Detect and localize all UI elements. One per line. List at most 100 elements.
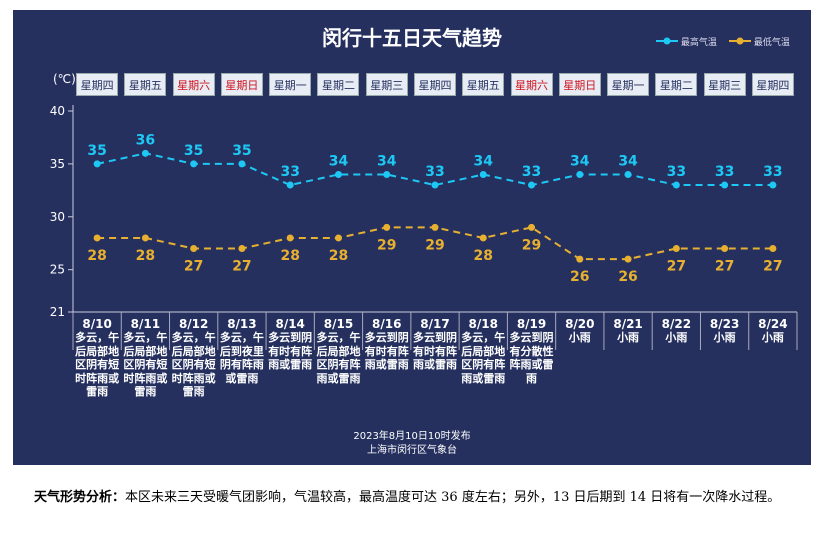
date-label: 8/14 xyxy=(275,317,305,331)
data-label: 36 xyxy=(136,132,155,148)
data-point xyxy=(286,181,294,189)
day-forecast: 8/23 小雨 xyxy=(701,317,749,345)
data-label: 33 xyxy=(667,164,686,180)
weather-text: 多云到阴有时有阵雨或雷雨 xyxy=(364,331,409,371)
weather-text: 多云到阴有时有阵雨或雷雨 xyxy=(268,331,313,371)
weekday-box: 星期六 xyxy=(510,73,553,96)
weekday-box: 星期三 xyxy=(365,73,408,96)
data-label: 33 xyxy=(522,164,541,180)
date-label: 8/17 xyxy=(420,317,450,331)
data-label: 28 xyxy=(280,248,299,264)
data-point xyxy=(93,160,101,168)
data-label: 34 xyxy=(474,153,494,169)
weather-text: 小雨 xyxy=(665,331,688,344)
data-point xyxy=(383,223,391,231)
date-label: 8/24 xyxy=(758,317,788,331)
weather-text: 小雨 xyxy=(568,331,591,344)
day-forecast: 8/22 小雨 xyxy=(652,317,700,345)
weekday-box: 星期日 xyxy=(558,73,601,96)
weekday-box: 星期五 xyxy=(462,73,505,96)
data-label: 34 xyxy=(570,153,590,169)
weather-text: 多云，午后到夜里阴有阵雨或雷雨 xyxy=(219,331,264,385)
data-label: 28 xyxy=(136,248,155,264)
date-label: 8/21 xyxy=(613,317,643,331)
data-point xyxy=(769,181,777,189)
data-point xyxy=(190,245,198,253)
date-label: 8/18 xyxy=(468,317,498,331)
data-point xyxy=(721,181,729,189)
data-point xyxy=(479,234,487,242)
weekday-box: 星期二 xyxy=(655,73,698,96)
data-point xyxy=(190,160,198,168)
day-forecast: 8/24 小雨 xyxy=(749,317,797,345)
weekday-box: 星期一 xyxy=(607,73,650,96)
day-forecast: 8/10 多云，午后局部地区阴有短时阵雨或雷雨 xyxy=(73,317,121,399)
date-label: 8/15 xyxy=(323,317,354,331)
chart-panel: 闵行十五日天气趋势 最高气温 最低气温 (℃) 21 25 30 35 40 35 36 35 3… xyxy=(13,10,811,465)
day-forecast: 8/15 多云，午后局部地区阴有阵雨或雷雨 xyxy=(314,317,362,385)
chart-svg: (℃) 21 25 30 35 40 35 36 35 35 33 34 34 33 34 33 34 34 33 3… xyxy=(50,72,798,350)
date-label: 8/12 xyxy=(178,317,209,331)
date-label: 8/22 xyxy=(661,317,692,331)
data-point xyxy=(528,181,536,189)
legend-high-icon xyxy=(656,37,678,45)
day-forecast: 8/19 多云到阴有分散性阵雨或雷雨 xyxy=(508,317,556,385)
data-label: 34 xyxy=(377,153,397,169)
legend-low-icon xyxy=(729,37,751,45)
data-label: 33 xyxy=(763,164,782,180)
data-point xyxy=(238,160,246,168)
data-label: 27 xyxy=(184,259,203,275)
data-label: 27 xyxy=(763,259,782,275)
weather-text: 小雨 xyxy=(761,331,784,344)
data-label: 33 xyxy=(280,164,299,180)
data-point xyxy=(672,245,680,253)
data-label: 29 xyxy=(522,237,541,253)
data-point xyxy=(141,234,149,242)
data-point xyxy=(672,181,680,189)
weather-text: 多云，午后局部地区阴有短时阵雨或雷雨 xyxy=(171,331,216,398)
legend-high-label: 最高气温 xyxy=(680,38,717,48)
legend-item-low: 最低气温 xyxy=(729,35,790,48)
date-label: 8/13 xyxy=(227,317,257,331)
data-label: 28 xyxy=(329,248,348,264)
analysis-text: 本区未来三天受暖气团影响，气温较高，最高温度可达 36 度左右；另外，13 日后… xyxy=(125,490,781,505)
day-forecast: 8/13 多云，午后到夜里阴有阵雨或雷雨 xyxy=(218,317,266,385)
data-point xyxy=(576,170,584,178)
data-point xyxy=(286,234,294,242)
weather-text: 多云到阴有分散性阵雨或雷雨 xyxy=(509,331,554,385)
date-label: 8/19 xyxy=(516,317,547,331)
data-point xyxy=(624,255,632,263)
y-tick-label: 30 xyxy=(50,210,65,224)
data-label: 35 xyxy=(184,143,203,159)
data-point xyxy=(334,234,342,242)
data-label: 27 xyxy=(715,259,734,275)
day-forecast: 8/12 多云，午后局部地区阴有短时阵雨或雷雨 xyxy=(170,317,218,399)
data-point xyxy=(334,170,342,178)
weekday-box: 星期三 xyxy=(703,73,746,96)
publish-time: 2023年8月10日10时发布 xyxy=(353,431,471,442)
data-point xyxy=(431,181,439,189)
data-point xyxy=(479,170,487,178)
weather-text: 多云到阴有时有阵雨或雷雨 xyxy=(413,331,457,371)
data-label: 29 xyxy=(425,237,444,253)
data-label: 26 xyxy=(618,269,637,285)
day-forecast: 8/18 多云，午后局部地区阴有阵雨或雷雨 xyxy=(459,317,507,385)
date-label: 8/11 xyxy=(130,317,161,331)
series-line-high xyxy=(96,152,773,187)
y-tick-label: 35 xyxy=(50,157,65,171)
weekday-box: 星期四 xyxy=(751,73,794,96)
weekday-box: 星期二 xyxy=(317,73,360,96)
weekday-box: 星期五 xyxy=(124,73,167,96)
legend-low-label: 最低气温 xyxy=(753,38,790,48)
publish-info: 2023年8月10日10时发布 上海市闵行区气象台 xyxy=(13,430,811,458)
day-forecast: 8/16 多云到阴有时有阵雨或雷雨 xyxy=(363,317,411,372)
data-point xyxy=(93,234,101,242)
weekday-box: 星期四 xyxy=(76,73,119,96)
data-label: 28 xyxy=(87,248,106,264)
day-forecast: 8/17 多云到阴有时有阵雨或雷雨 xyxy=(411,317,459,372)
weather-text: 小雨 xyxy=(713,331,736,344)
data-label: 35 xyxy=(87,143,106,159)
weekday-box: 星期一 xyxy=(269,73,312,96)
weather-text: 多云，午后局部地区阴有阵雨或雷雨 xyxy=(316,331,361,385)
weekday-box: 星期日 xyxy=(220,73,263,96)
